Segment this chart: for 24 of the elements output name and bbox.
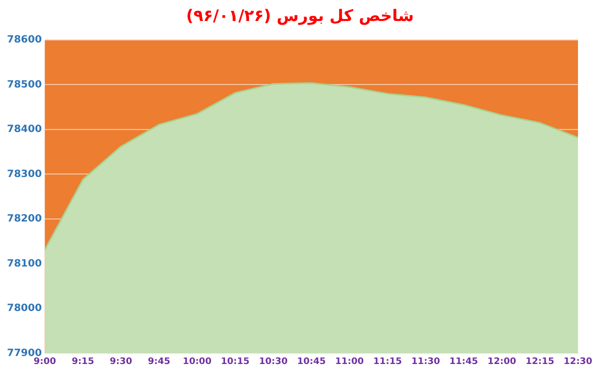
y-tick-label: 78600	[6, 34, 42, 46]
y-tick-label: 78100	[6, 258, 42, 270]
x-tick-label: 12:00	[488, 356, 516, 367]
y-tick-label: 77900	[6, 348, 42, 359]
x-tick-label: 9:45	[148, 356, 170, 367]
chart-title: شاخص کل بورس (۹۶/۰۱/۲۶)	[185, 6, 415, 25]
x-tick-label: 9:15	[72, 356, 94, 367]
x-tick-label: 11:45	[449, 356, 478, 367]
x-tick-label: 10:15	[220, 356, 250, 367]
x-tick-label: 9:30	[110, 356, 132, 367]
x-tick-label: 12:30	[564, 356, 592, 367]
y-tick-label: 78400	[6, 124, 42, 136]
x-tick-label: 10:45	[297, 356, 326, 367]
x-tick-label: 9:00	[34, 356, 56, 367]
x-tick-label: 10:30	[258, 356, 288, 367]
x-tick-label: 10:00	[182, 356, 212, 367]
y-tick-label: 78300	[6, 168, 42, 180]
y-tick-label: 78200	[6, 214, 42, 225]
x-tick-label: 11:30	[411, 356, 440, 367]
x-tick-label: 11:15	[373, 356, 402, 367]
y-tick-label: 78000	[6, 303, 42, 314]
x-tick-label: 11:00	[335, 356, 364, 367]
x-tick-label: 12:15	[526, 356, 554, 367]
y-tick-label: 78500	[6, 79, 42, 90]
